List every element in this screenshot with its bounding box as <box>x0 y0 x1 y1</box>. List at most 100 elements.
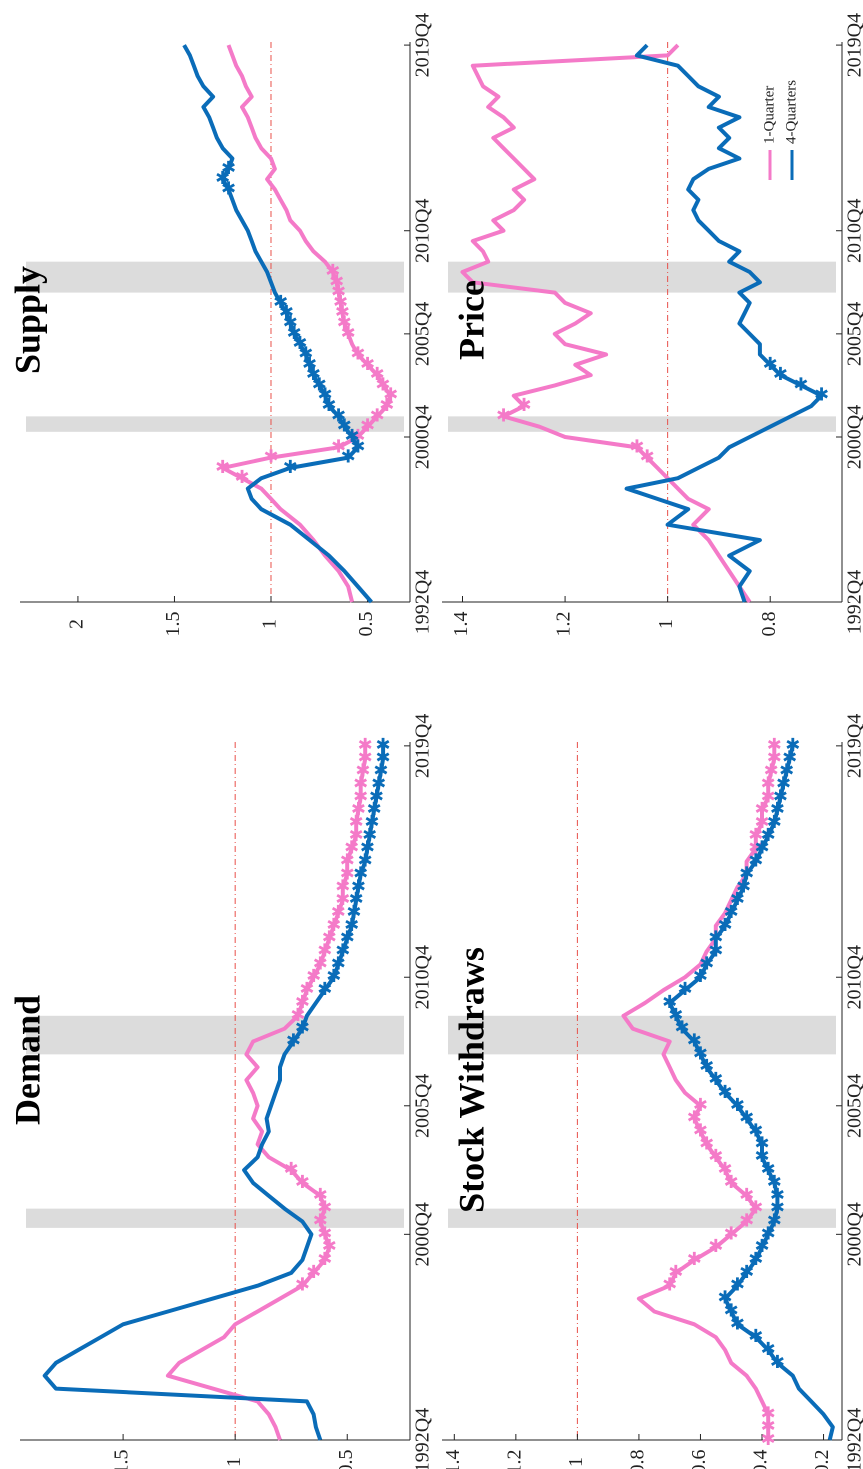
significance-marker: ✱ <box>317 1223 332 1244</box>
significance-marker: ✱ <box>761 773 776 794</box>
significance-marker: ✱ <box>221 158 236 179</box>
time-tick-label: 2000Q4 <box>412 405 434 469</box>
significance-marker: ✱ <box>306 364 321 385</box>
significance-marker: ✱ <box>693 966 708 987</box>
significance-marker: ✱ <box>764 761 779 782</box>
significance-marker: ✱ <box>773 364 788 385</box>
significance-marker: ✱ <box>730 1313 745 1334</box>
value-tick-label: 1 <box>223 1457 245 1467</box>
significance-marker: ✱ <box>322 928 337 949</box>
significance-marker: ✱ <box>814 385 829 406</box>
value-tick-label: 1.5 <box>111 1450 133 1469</box>
significance-marker: ✱ <box>662 992 677 1013</box>
significance-marker: ✱ <box>287 323 302 344</box>
significance-marker: ✱ <box>221 178 236 199</box>
time-tick-label: 2019Q4 <box>844 13 863 77</box>
significance-marker: ✱ <box>674 1018 689 1039</box>
significance-marker: ✱ <box>349 825 364 846</box>
significance-marker: ✱ <box>317 1198 332 1219</box>
significance-marker: ✱ <box>295 1275 310 1296</box>
significance-marker: ✱ <box>761 1159 776 1180</box>
significance-marker: ✱ <box>358 735 373 756</box>
significance-marker: ✱ <box>739 1210 754 1231</box>
value-tick-label: 0.8 <box>758 612 780 637</box>
significance-marker: ✱ <box>335 302 350 323</box>
significance-marker: ✱ <box>708 941 723 962</box>
significance-marker: ✱ <box>748 825 763 846</box>
significance-marker: ✱ <box>770 1352 785 1373</box>
significance-marker: ✱ <box>761 1416 776 1437</box>
significance-marker: ✱ <box>693 1095 708 1116</box>
significance-marker: ✱ <box>295 1018 310 1039</box>
significance-marker: ✱ <box>331 953 346 974</box>
significance-marker: ✱ <box>748 1326 763 1347</box>
significance-marker: ✱ <box>379 395 394 416</box>
significance-marker: ✱ <box>517 395 532 416</box>
time-tick-label: 2019Q4 <box>412 714 434 778</box>
significance-marker: ✱ <box>306 966 321 987</box>
significance-marker: ✱ <box>724 1300 739 1321</box>
significance-marker: ✱ <box>350 343 365 364</box>
significance-marker: ✱ <box>313 1210 328 1231</box>
series-line-four-quarters <box>667 745 835 1441</box>
significance-marker: ✱ <box>353 773 368 794</box>
significance-marker: ✱ <box>335 876 350 897</box>
recession-band <box>26 1208 404 1228</box>
significance-marker: ✱ <box>299 979 314 1000</box>
significance-marker: ✱ <box>767 812 782 833</box>
significance-marker: ✱ <box>344 915 359 936</box>
panel-stock: 1992Q4 2000Q4 2005Q4 2010Q4 2019Q4 0.2 0.4 0.6 0… <box>442 714 863 1469</box>
significance-marker: ✱ <box>770 799 785 820</box>
significance-marker: ✱ <box>770 1198 785 1219</box>
time-tick-label: 2010Q4 <box>844 945 863 1009</box>
panel-title: Demand <box>8 995 48 1125</box>
significance-marker: ✱ <box>321 395 336 416</box>
significance-marker: ✱ <box>739 863 754 884</box>
significance-marker: ✱ <box>302 354 317 375</box>
significance-marker: ✱ <box>329 271 344 292</box>
significance-marker: ✱ <box>360 354 375 375</box>
significance-marker: ✱ <box>687 1108 702 1129</box>
significance-marker: ✱ <box>767 748 782 769</box>
significance-marker: ✱ <box>345 426 360 447</box>
significance-marker: ✱ <box>748 1249 763 1270</box>
time-tick-label: 2005Q4 <box>844 302 863 366</box>
significance-marker: ✱ <box>331 282 346 303</box>
significance-marker: ✱ <box>693 1120 708 1141</box>
significance-marker: ✱ <box>708 1236 723 1257</box>
value-tick-label: 1.2 <box>503 1450 525 1469</box>
significance-marker: ✱ <box>353 786 368 807</box>
significance-marker: ✱ <box>761 1223 776 1244</box>
significance-marker: ✱ <box>373 761 388 782</box>
significance-marker: ✱ <box>708 1146 723 1167</box>
value-tick-label: 1 <box>565 1457 587 1467</box>
significance-marker: ✱ <box>699 953 714 974</box>
value-tick-label: 1 <box>655 619 677 629</box>
significance-marker: ✱ <box>353 863 368 884</box>
significance-marker: ✱ <box>322 1236 337 1257</box>
significance-marker: ✱ <box>344 838 359 859</box>
value-tick-label: 1.4 <box>442 1450 464 1469</box>
time-tick-label: 2000Q4 <box>844 405 863 469</box>
significance-marker: ✱ <box>767 1172 782 1193</box>
significance-marker: ✱ <box>325 261 340 282</box>
significance-marker: ✱ <box>215 457 230 478</box>
significance-marker: ✱ <box>662 1275 677 1296</box>
significance-marker: ✱ <box>761 825 776 846</box>
significance-marker: ✱ <box>364 812 379 833</box>
significance-marker: ✱ <box>761 1403 776 1424</box>
significance-marker: ✱ <box>375 374 390 395</box>
significance-marker: ✱ <box>317 941 332 962</box>
recession-band <box>448 1208 836 1228</box>
time-tick-label: 1992Q4 <box>412 570 434 634</box>
significance-marker: ✱ <box>326 915 341 936</box>
significance-marker: ✱ <box>754 1133 769 1154</box>
time-tick-label: 2000Q4 <box>844 1202 863 1266</box>
significance-marker: ✱ <box>313 953 328 974</box>
significance-marker: ✱ <box>782 748 797 769</box>
time-tick-label: 2010Q4 <box>412 199 434 263</box>
value-tick-label: 0.5 <box>355 612 377 637</box>
recession-band <box>26 261 404 293</box>
significance-marker: ✱ <box>736 876 751 897</box>
